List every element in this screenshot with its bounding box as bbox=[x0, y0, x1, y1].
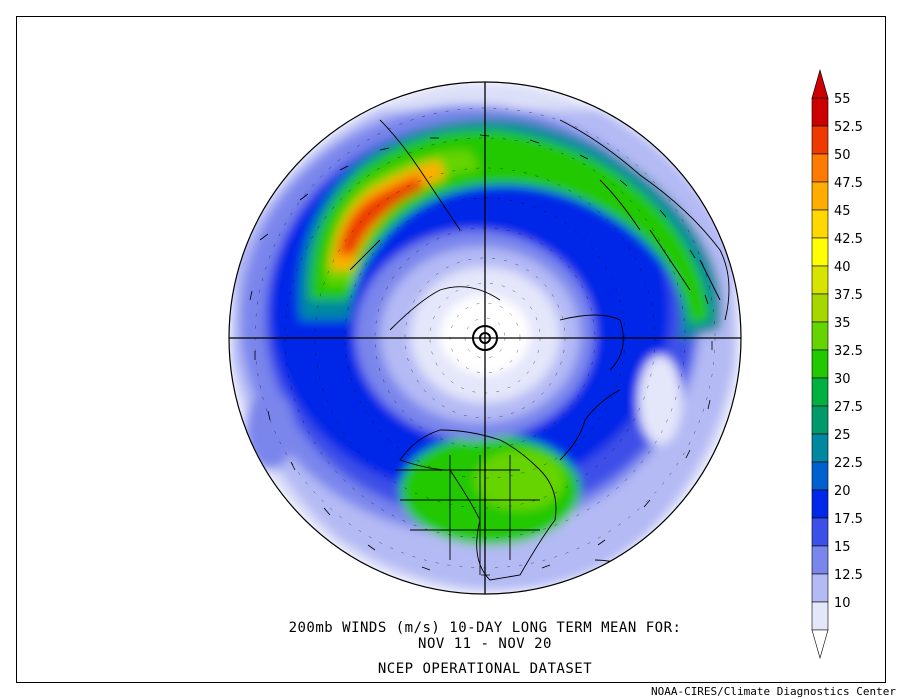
colorbar-label: 17.5 bbox=[834, 512, 863, 527]
caption-line-3: NCEP OPERATIONAL DATASET bbox=[377, 661, 593, 677]
caption-line-1: 200mb WINDS (m/s) 10-DAY LONG TERM MEAN … bbox=[288, 620, 682, 636]
colorbar-legend: 55 52.5 50 47.5 45 42.5 40 37.5 35 32.5 30 27.5 25 22… bbox=[811, 68, 863, 660]
colorbar-swatch bbox=[811, 349, 829, 379]
colorbar-swatch bbox=[811, 321, 829, 351]
colorbar-swatch bbox=[811, 377, 829, 407]
caption-line-2: NOV 11 - NOV 20 bbox=[418, 636, 552, 652]
colorbar-swatch bbox=[811, 545, 829, 575]
colorbar-swatch bbox=[811, 153, 829, 183]
colorbar-min-arrow bbox=[811, 629, 829, 660]
colorbar-swatch bbox=[811, 265, 829, 295]
colorbar-label: 47.5 bbox=[834, 176, 863, 191]
credit-text: NOAA-CIRES/Climate Diagnostics Center bbox=[650, 685, 896, 698]
colorbar-label: 12.5 bbox=[834, 568, 863, 583]
colorbar-label: 37.5 bbox=[834, 288, 863, 303]
colorbar-label: 27.5 bbox=[834, 400, 863, 415]
colorbar-swatch bbox=[811, 489, 829, 519]
colorbar-swatch bbox=[811, 433, 829, 463]
colorbar-label: 35 bbox=[834, 316, 851, 331]
colorbar-max-arrow bbox=[811, 68, 829, 99]
colorbar-label: 32.5 bbox=[834, 344, 863, 359]
colorbar-label: 55 bbox=[834, 92, 851, 107]
coastlines bbox=[349, 119, 730, 581]
colorbar-swatch bbox=[811, 461, 829, 491]
wind-speed-field bbox=[229, 82, 741, 594]
colorbar-label: 20 bbox=[834, 484, 851, 499]
colorbar-swatch bbox=[811, 125, 829, 155]
colorbar-swatch bbox=[811, 573, 829, 603]
colorbar-label: 50 bbox=[834, 148, 851, 163]
colorbar-swatch bbox=[811, 293, 829, 323]
wind-arrows bbox=[249, 134, 713, 576]
colorbar-label: 30 bbox=[834, 372, 851, 387]
colorbar-label: 10 bbox=[834, 596, 851, 611]
colorbar-label: 42.5 bbox=[834, 232, 863, 247]
colorbar-label: 40 bbox=[834, 260, 851, 275]
map-frame bbox=[16, 16, 886, 683]
colorbar-swatch bbox=[811, 405, 829, 435]
colorbar-label: 15 bbox=[834, 540, 851, 555]
colorbar-label: 22.5 bbox=[834, 456, 863, 471]
colorbar-swatch bbox=[811, 517, 829, 547]
colorbar-label: 52.5 bbox=[834, 120, 863, 135]
colorbar-swatch bbox=[811, 97, 829, 127]
colorbar-label: 25 bbox=[834, 428, 851, 443]
colorbar-swatch bbox=[811, 181, 829, 211]
colorbar-swatch bbox=[811, 209, 829, 239]
colorbar-swatch bbox=[811, 237, 829, 267]
colorbar-label: 45 bbox=[834, 204, 851, 219]
